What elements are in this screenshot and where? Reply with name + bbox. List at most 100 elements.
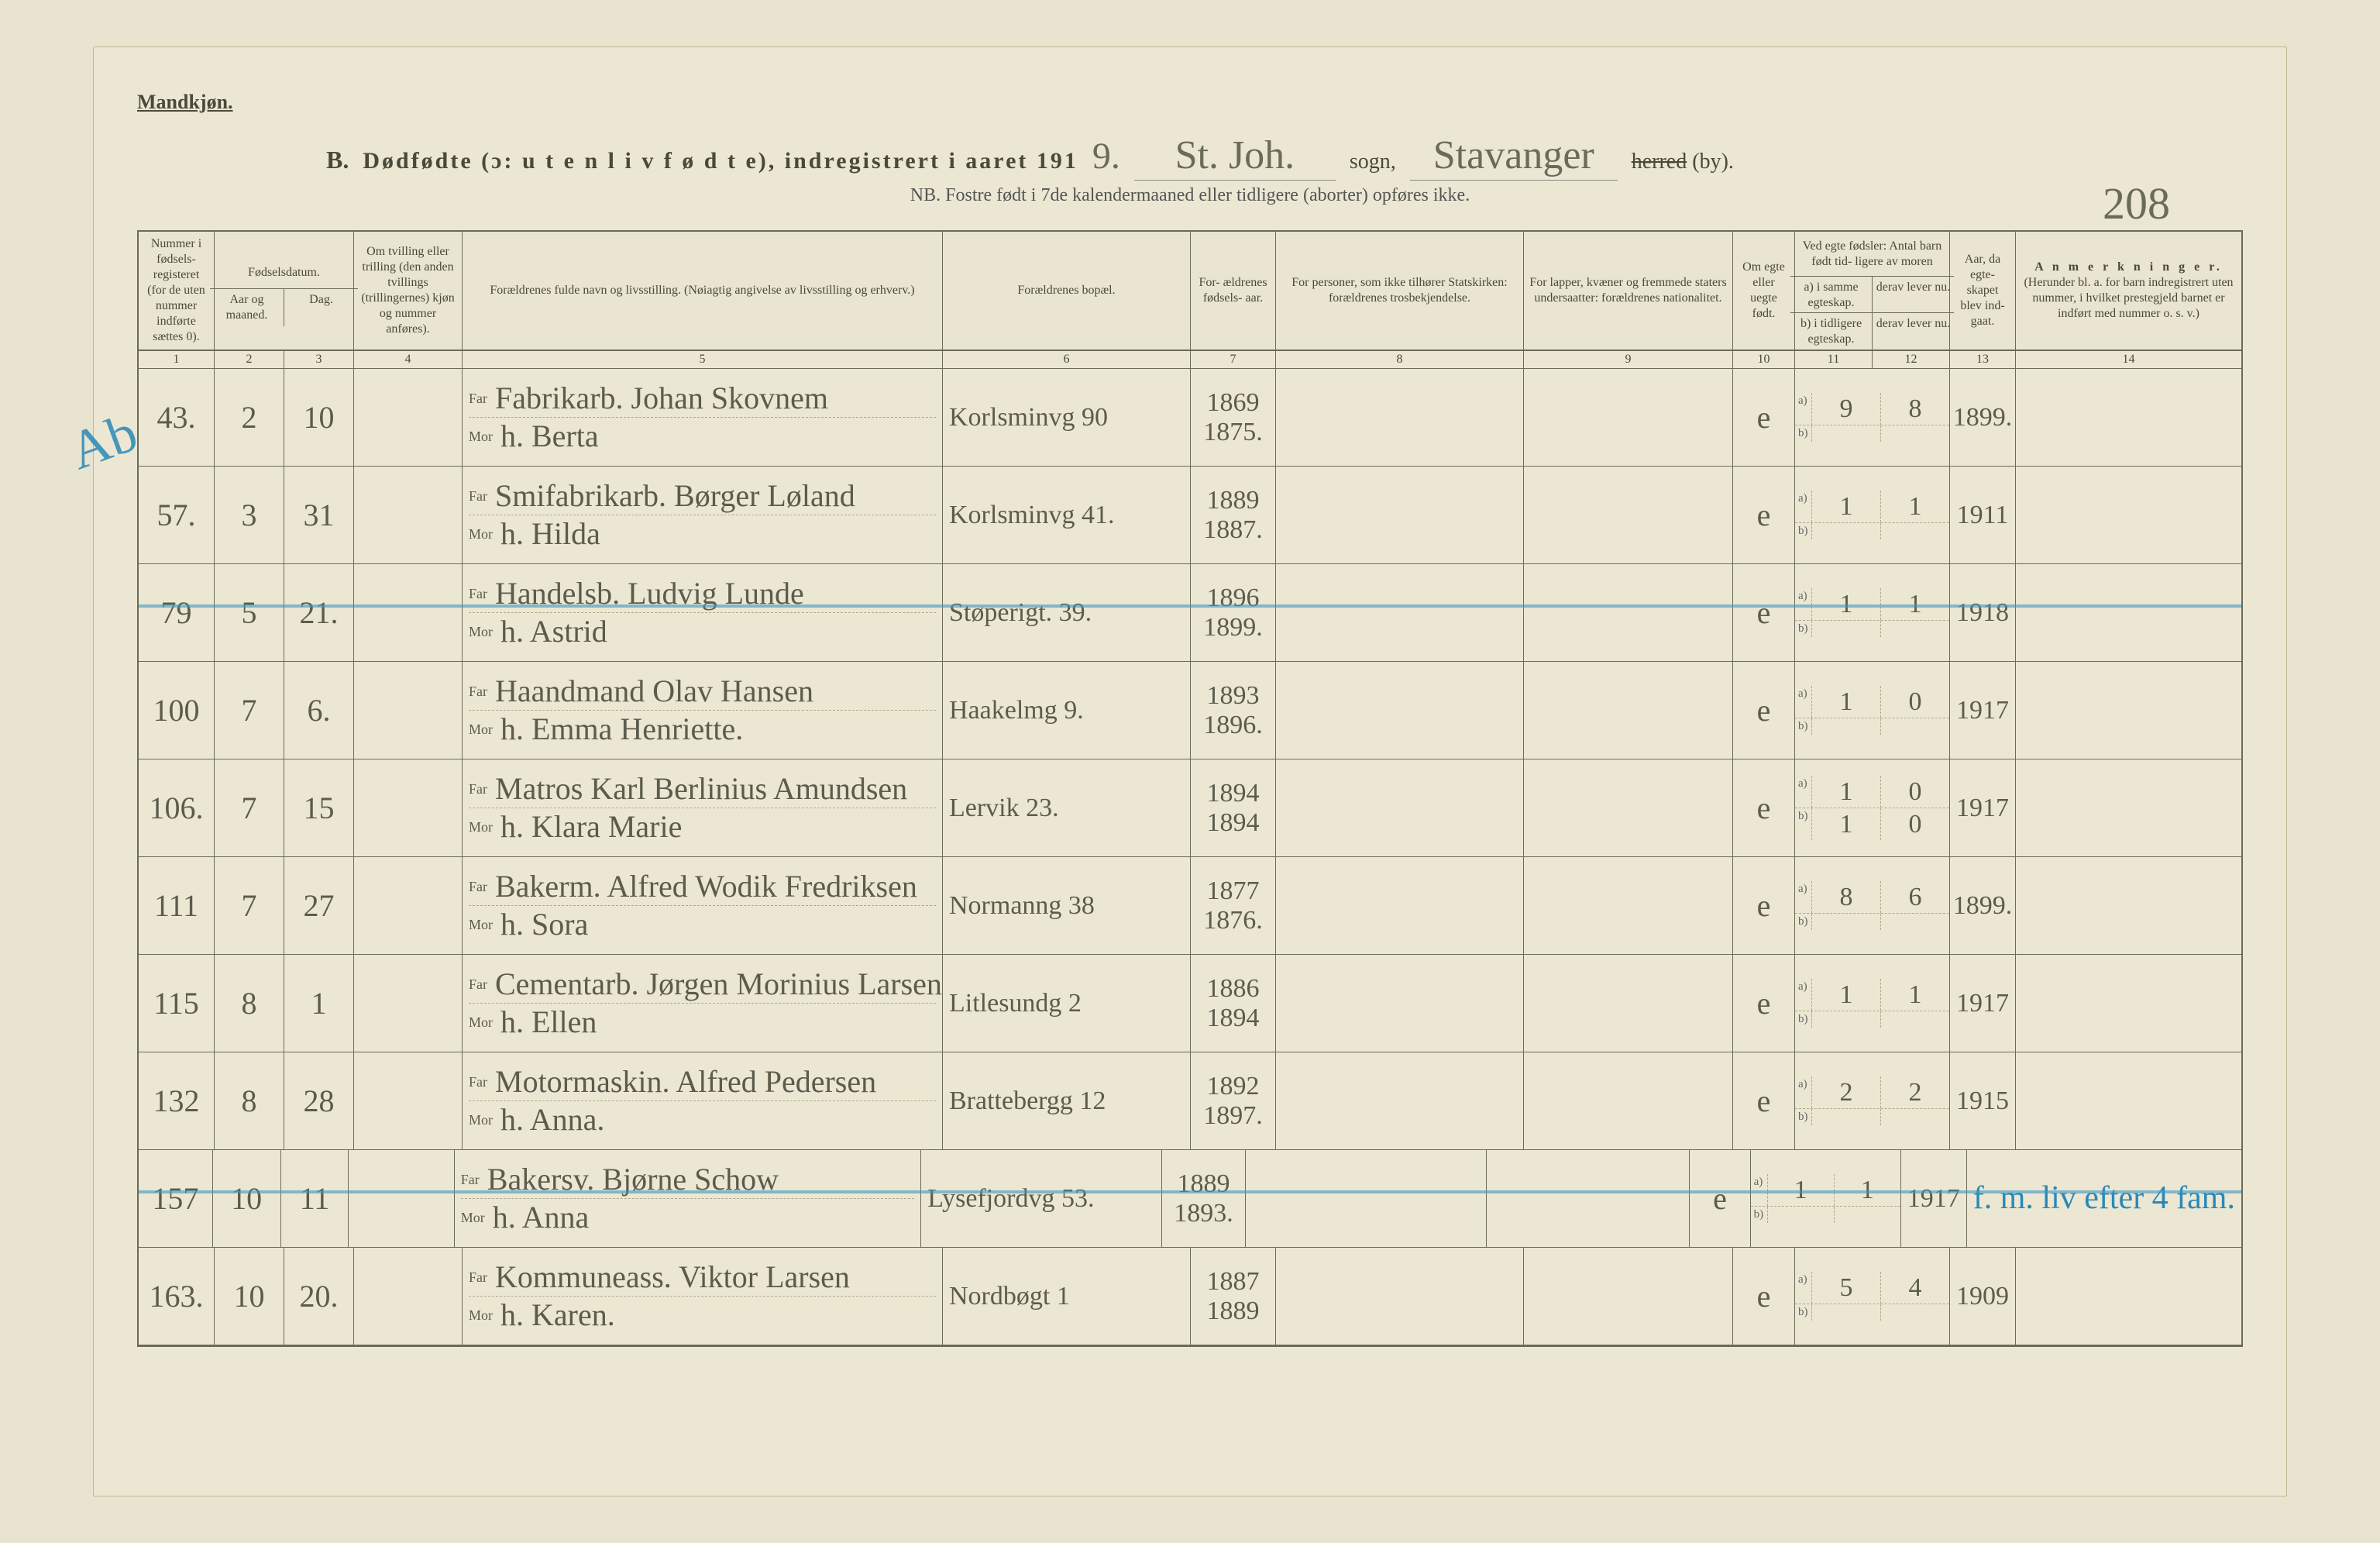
colnum-8: 8 [1276,351,1524,368]
cell-number: 100 [139,662,215,759]
children-a: 1 [1812,686,1881,718]
father-year: 1889 [1207,486,1260,515]
cell-residence: Lysefjordvg 53. [921,1150,1162,1247]
cell-number: 157 [139,1150,213,1247]
cell-parents: FarFabrikarb. Johan SkovnemMorh. Berta [463,369,943,466]
cell-confession [1276,467,1524,563]
cell-twin [354,369,463,466]
entry-day: 31 [304,498,335,532]
children-b-live [1881,621,1949,637]
cell-confession [1276,564,1524,661]
legitimacy: e [1757,1280,1771,1314]
colnum-9: 9 [1524,351,1733,368]
table-row: 1571011FarBakersv. Bjørne SchowMorh. Ann… [139,1150,2241,1248]
table-row: 106.715FarMatros Karl Berlinius Amundsen… [139,759,2241,857]
entry-day: 15 [304,791,335,825]
cell-remarks [2016,1052,2241,1149]
children-b-live [1881,914,1949,930]
cell-parents: FarSmifabrikarb. Børger LølandMorh. Hild… [463,467,943,563]
label-b: b) [1795,1011,1812,1028]
entry-month: 10 [231,1182,262,1216]
cell-day: 6. [284,662,354,759]
cell-birth-years: 18941894 [1191,759,1276,856]
mother-name: h. Klara Marie [500,810,682,844]
label-b: b) [1795,808,1812,840]
cell-birth-years: 18871889 [1191,1248,1276,1345]
cell-confession [1276,1248,1524,1345]
children-b [1768,1207,1835,1223]
cell-confession [1276,857,1524,954]
cell-confession [1276,1052,1524,1149]
gender-heading: Mandkjøn. [137,91,233,114]
entry-month: 3 [242,498,257,532]
cell-prior-children: a)11b) [1795,467,1950,563]
cell-legitimacy: e [1733,1248,1795,1345]
father-year: 1877 [1207,877,1260,905]
col-header-11-group: Ved egte fødsler: Antal barn født tid- l… [1795,232,1950,350]
children-b [1812,718,1881,735]
table-row: 10076.FarHaandmand Olav HansenMorh. Emma… [139,662,2241,759]
col-header-11-top: Ved egte fødsler: Antal barn født tid- l… [1795,236,1949,273]
colnum-10: 10 [1733,351,1795,368]
cell-twin [354,955,463,1052]
cell-legitimacy: e [1733,564,1795,661]
cell-month: 3 [215,467,284,563]
colnum-14: 14 [2016,351,2241,368]
cell-confession [1276,369,1524,466]
mother-year: 1893. [1174,1199,1233,1228]
cell-legitimacy: e [1733,1052,1795,1149]
mor-label: Mor [469,1014,493,1031]
far-label: Far [469,684,487,700]
marriage-year: 1899. [1953,403,2013,432]
marriage-year: 1917 [1956,794,2009,822]
label-a: a) [1795,1076,1812,1108]
col-header-6: Forældrenes bopæl. [943,232,1191,350]
cell-remarks [2016,955,2241,1052]
entry-month: 8 [242,987,257,1021]
col-header-2: Aar og maaned. [210,289,284,326]
cell-day: 27 [284,857,354,954]
cell-parents: FarMatros Karl Berlinius AmundsenMorh. K… [463,759,943,856]
residence: Lervik 23. [949,794,1184,822]
col-header-7: For- ældrenes fødsels- aar. [1191,232,1276,350]
cell-residence: Korlsminvg 41. [943,467,1191,563]
residence: Korlsminvg 41. [949,501,1184,529]
col-header-8: For personer, som ikke tilhører Statskir… [1276,232,1524,350]
cell-twin [354,662,463,759]
cell-month: 10 [215,1248,284,1345]
cell-day: 1 [284,955,354,1052]
legitimacy: e [1713,1182,1727,1216]
colnum-12: 12 [1873,351,1950,368]
father-name: Bakerm. Alfred Wodik Fredriksen [495,870,917,904]
marriage-year: 1918 [1956,598,2009,627]
children-b-live [1881,1011,1949,1028]
father-name: Fabrikarb. Johan Skovnem [495,381,828,415]
cell-confession [1246,1150,1487,1247]
residence: Lysefjordvg 53. [927,1184,1155,1213]
entry-month: 7 [242,889,257,923]
cell-residence: Lervik 23. [943,759,1191,856]
cell-birth-years: 18861894 [1191,955,1276,1052]
mother-name: h. Astrid [500,615,607,649]
cell-marriage-year: 1917 [1950,955,2016,1052]
cell-birth-years: 18691875. [1191,369,1276,466]
label-a: a) [1795,979,1812,1011]
blue-annotation-ab: Ab [62,402,146,483]
entry-number: 57. [157,498,196,532]
children-b [1812,1304,1881,1321]
children-a-live: 2 [1881,1076,1949,1108]
entry-day: 20. [300,1280,339,1314]
cell-marriage-year: 1909 [1950,1248,2016,1345]
table-row: 79521.FarHandelsb. Ludvig LundeMorh. Ast… [139,564,2241,662]
colnum-5: 5 [463,351,943,368]
title-line: B. Dødfødte (ɔ: u t e n l i v f ø d t e)… [326,133,2193,181]
cell-parents: FarCementarb. Jørgen Morinius LarsenMorh… [463,955,943,1052]
father-year: 1887 [1207,1267,1260,1296]
entry-day: 6. [308,694,331,728]
column-number-row: 1 2 3 4 5 6 7 8 9 10 11 12 13 14 [139,351,2241,369]
cell-legitimacy: e [1733,955,1795,1052]
cell-marriage-year: 1899. [1950,369,2016,466]
far-label: Far [469,488,487,505]
cell-twin [354,1052,463,1149]
cell-parents: FarBakersv. Bjørne SchowMorh. Anna [455,1150,921,1247]
